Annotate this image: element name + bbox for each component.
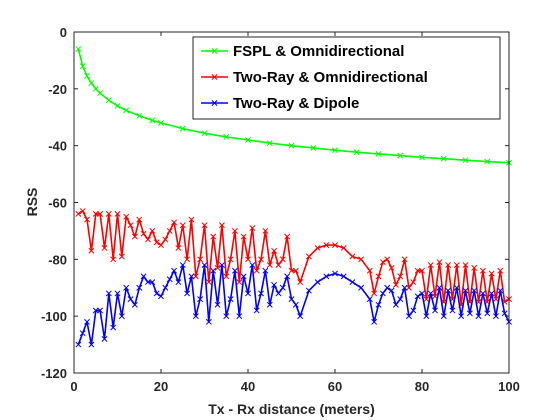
y-tick-label: -20 bbox=[48, 82, 67, 97]
x-tick-label: 100 bbox=[498, 379, 520, 394]
y-tick-label: -40 bbox=[48, 139, 67, 154]
x-tick-label: 40 bbox=[241, 379, 255, 394]
legend: FSPL & Omnidirectional Two-Ray & Omnidire… bbox=[193, 37, 500, 119]
y-tick-label: -120 bbox=[41, 366, 67, 381]
y-tick-label: 0 bbox=[60, 25, 67, 40]
legend-label: FSPL & Omnidirectional bbox=[233, 43, 404, 60]
y-tick-label: -80 bbox=[48, 252, 67, 267]
x-tick-label: 20 bbox=[154, 379, 168, 394]
x-axis-label: Tx - Rx distance (meters) bbox=[208, 401, 375, 417]
x-tick-label: 0 bbox=[70, 379, 77, 394]
x-tick-label: 80 bbox=[415, 379, 429, 394]
y-axis-label: RSS bbox=[24, 188, 40, 217]
y-tick-label: -60 bbox=[48, 196, 67, 211]
x-tick-label: 60 bbox=[328, 379, 342, 394]
legend-label: Two-Ray & Dipole bbox=[233, 95, 359, 112]
y-tick-label: -100 bbox=[41, 309, 67, 324]
legend-label: Two-Ray & Omnidirectional bbox=[233, 69, 428, 86]
legend-entry: Two-Ray & Omnidirectional bbox=[201, 69, 428, 86]
